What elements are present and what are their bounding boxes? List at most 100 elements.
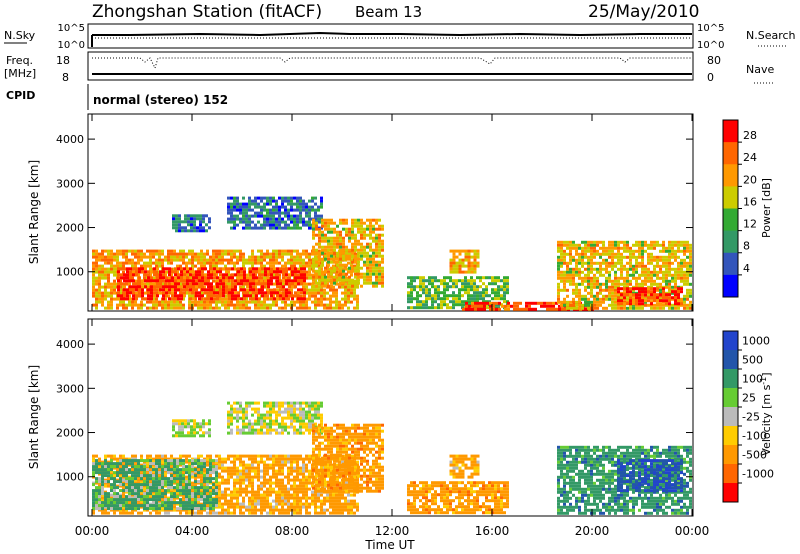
data-cell (170, 267, 173, 271)
data-cell (611, 267, 614, 271)
data-cell (593, 246, 596, 250)
data-cell (344, 288, 347, 292)
data-cell (95, 454, 98, 458)
data-cell (216, 279, 219, 283)
data-cell (275, 211, 278, 215)
data-cell (196, 217, 199, 221)
data-cell (360, 266, 363, 270)
data-cell (683, 270, 686, 274)
data-cell (653, 264, 656, 268)
data-cell (638, 252, 641, 256)
data-cell (614, 270, 617, 274)
data-cell (656, 306, 659, 310)
data-cell (543, 304, 546, 308)
data-cell (263, 285, 266, 289)
data-cell (357, 281, 360, 285)
data-cell (375, 275, 378, 279)
data-cell (339, 242, 342, 246)
data-cell (644, 267, 647, 271)
data-cell (587, 291, 590, 295)
data-cell (605, 261, 608, 265)
data-cell (611, 255, 614, 259)
data-cell (98, 300, 101, 304)
data-cell (188, 306, 191, 310)
data-cell (470, 297, 473, 301)
data-cell (149, 252, 152, 256)
data-cell (257, 487, 260, 491)
data-cell (248, 255, 251, 259)
data-cell (146, 285, 149, 289)
data-cell (689, 243, 692, 247)
data-cell (492, 307, 495, 311)
data-cell (155, 252, 158, 256)
data-cell (263, 493, 266, 497)
data-cell (189, 285, 192, 289)
data-cell (312, 257, 315, 261)
data-cell (461, 294, 464, 298)
data-cell (179, 252, 182, 256)
data-cell (224, 460, 227, 464)
data-cell (206, 261, 209, 265)
data-cell (203, 306, 206, 310)
data-cell (491, 282, 494, 286)
data-cell (482, 297, 485, 301)
data-cell (174, 282, 177, 286)
data-cell (581, 276, 584, 280)
data-cell (219, 267, 222, 271)
data-cell (181, 220, 184, 224)
data-cell (210, 285, 213, 289)
data-cell (626, 287, 629, 291)
data-cell (428, 279, 431, 283)
data-cell (278, 226, 281, 230)
data-cell (239, 472, 242, 476)
data-cell (602, 282, 605, 286)
data-cell (212, 306, 215, 310)
data-cell (182, 258, 185, 262)
data-cell (296, 220, 299, 224)
data-cell (224, 282, 227, 286)
data-cell (180, 267, 183, 271)
data-cell (203, 300, 206, 304)
data-cell (165, 279, 168, 283)
data-cell (218, 466, 221, 470)
data-cell (575, 258, 578, 262)
data-cell (599, 252, 602, 256)
data-cell (671, 285, 674, 289)
data-cell (366, 269, 369, 273)
data-cell (107, 279, 110, 283)
data-cell (125, 255, 128, 259)
data-cell (180, 285, 183, 289)
data-cell (557, 285, 560, 289)
data-cell (98, 457, 101, 461)
data-cell (593, 255, 596, 259)
data-cell (569, 243, 572, 247)
data-cell (689, 249, 692, 253)
data-cell (193, 226, 196, 230)
data-cell (290, 214, 293, 218)
data-cell (354, 242, 357, 246)
data-cell (635, 282, 638, 286)
data-cell (339, 272, 342, 276)
nsearch-tick-low: 10^0 (697, 40, 724, 51)
data-cell (467, 261, 471, 265)
data-cell (342, 278, 345, 282)
data-cell (230, 454, 233, 458)
data-cell (152, 249, 155, 253)
data-cell (120, 282, 123, 286)
data-cell (321, 257, 324, 261)
data-cell (555, 301, 558, 305)
data-cell (207, 291, 210, 295)
data-cell (569, 273, 572, 277)
data-cell (614, 264, 617, 268)
data-cell (227, 499, 230, 503)
data-cell (116, 261, 119, 265)
data-cell (269, 303, 272, 307)
data-cell (119, 300, 122, 304)
data-cell (563, 240, 566, 244)
data-cell (656, 270, 659, 274)
data-cell (266, 493, 269, 497)
data-cell (182, 306, 185, 310)
data-cell (614, 255, 617, 259)
data-cell (650, 246, 653, 250)
data-cell (236, 303, 239, 307)
